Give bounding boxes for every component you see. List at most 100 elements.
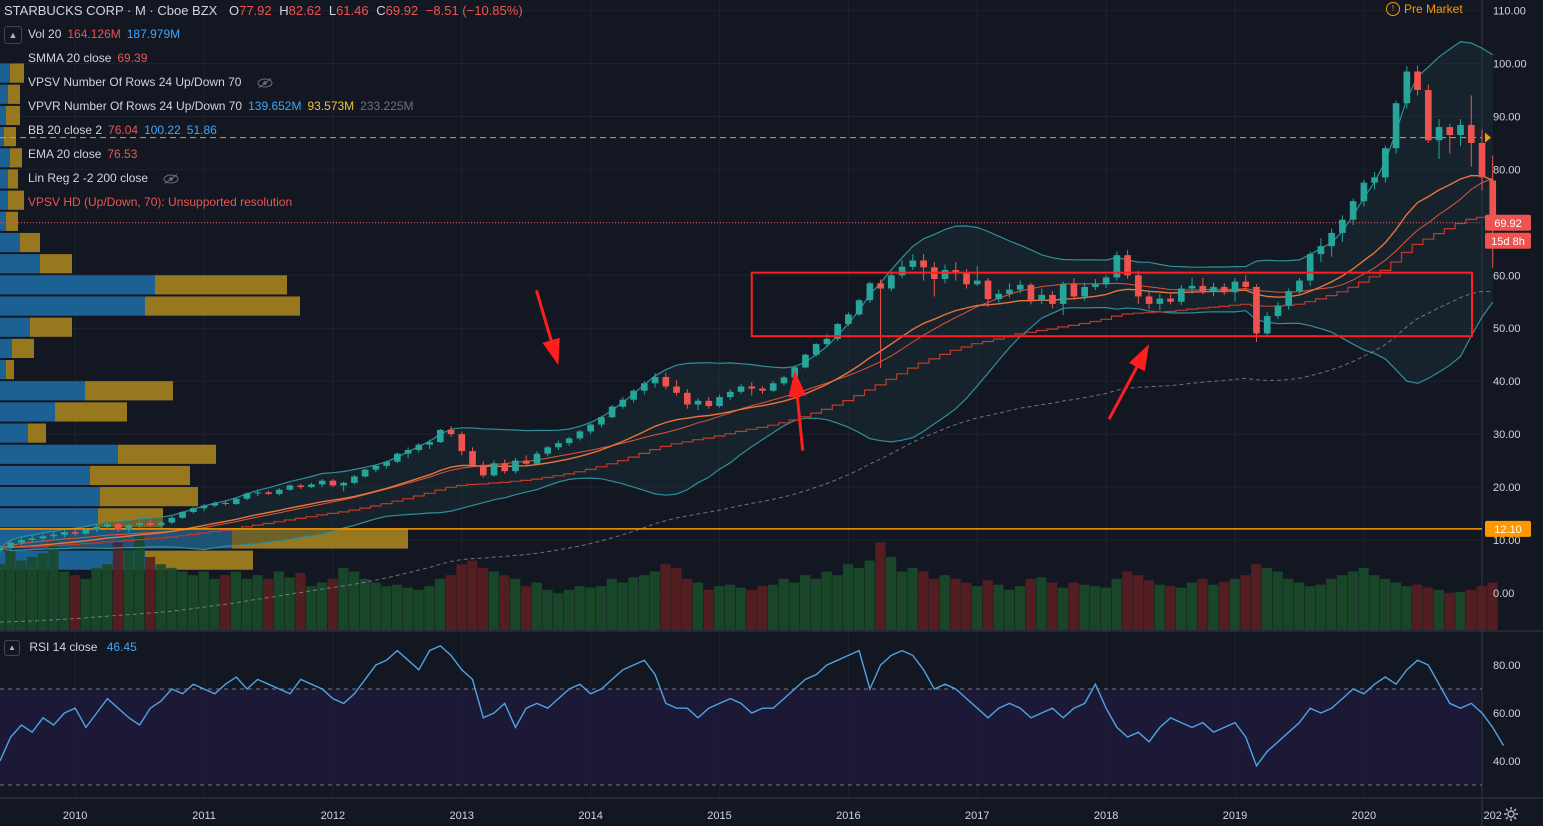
volume-bar [638,575,650,630]
volume-profile-down [90,465,190,486]
candle-body [479,464,487,476]
candle-body [104,524,111,527]
symbol-title[interactable]: STARBUCKS CORP · M · Cboe BZX [4,3,218,18]
candle-body [855,300,863,315]
volume-bar [1047,582,1058,630]
candle-body [157,522,165,526]
legend-ema[interactable]: EMA 20 close 76.53 [28,147,138,161]
candle-body [211,502,219,506]
volume-bar [1143,580,1154,630]
legend-bb[interactable]: BB 20 close 2 76.04 100.22 51.86 [28,123,217,137]
volume-bar [252,575,263,630]
legend-vol[interactable]: Vol 20 164.126M 187.979M [28,27,181,41]
candle-body [1371,177,1378,183]
eye-hidden-icon[interactable] [163,173,179,184]
time-tick-label: 2020 [1352,810,1376,822]
candle-body [920,260,927,268]
volume-profile-down [100,487,198,507]
volume-profile-down [55,402,127,422]
volume-bar [284,577,295,630]
premarket-label: Pre Market [1404,2,1463,16]
volume-bar [885,556,897,630]
volume-bar [359,578,370,630]
volume-bar [413,589,424,630]
volume-bar [1014,586,1026,630]
price-tick-label: 20.00 [1493,482,1521,494]
volume-bar [1068,582,1079,630]
rsi-tick-label: 80.00 [1493,660,1521,672]
candle-body [608,406,616,418]
candle-body [39,536,47,539]
candle-body [318,480,326,485]
candle-body [802,354,809,368]
candle-body [587,424,594,432]
volume-bar [123,549,134,630]
volume-bar [1433,589,1444,630]
rsi-tick-label: 40.00 [1493,756,1521,768]
volume-bar [1369,575,1380,630]
bb-lower [0,301,1494,552]
candle-body [1145,296,1153,304]
axes: 110.00100.0090.0080.0070.0060.0050.0040.… [63,6,1531,822]
bollinger-bands [0,40,1494,552]
price-tick-label: 90.00 [1493,111,1521,123]
countdown-tag-bg [1485,232,1531,249]
volume-bar [896,571,907,630]
candle-body [179,511,186,518]
candle-body [232,498,240,504]
time-tick-label: 2016 [836,810,860,822]
volume-profile-down [40,254,72,274]
volume-bar [316,582,328,630]
volume-bar [993,584,1004,630]
legend-vpsv-hd[interactable]: VPSV HD (Up/Down, 70): Unsupported resol… [28,195,293,209]
gear-icon[interactable] [1503,806,1519,822]
candle-body [963,272,970,285]
chevron-up-icon[interactable]: ▲ [4,26,22,44]
clock-icon: ! [1386,2,1400,16]
candle-body [1177,288,1185,302]
volume-bar [1186,582,1197,630]
volume-profile-down [30,317,72,337]
volume-profile-up [0,63,10,83]
legend-linreg[interactable]: Lin Reg 2 -2 200 close [28,166,179,190]
candle-body [662,376,670,387]
volume-bar [1401,586,1412,630]
candle-body [565,438,573,444]
legend-vpvr[interactable]: VPVR Number Of Rows 24 Up/Down 70 139.652… [28,99,414,113]
volume-profile-up [0,402,55,422]
candle-body [909,260,917,267]
ohlc-close: C69.92 [376,3,419,18]
legend-vpsv[interactable]: VPSV Number Of Rows 24 Up/Down 70 [28,70,273,94]
candle-body [1263,316,1271,334]
candle-body [1328,232,1335,247]
candle-body [1070,284,1078,297]
premarket-badge[interactable]: ! Pre Market [1386,2,1463,16]
time-tick-label: 2019 [1223,810,1247,822]
last-price-tag-bg [1485,214,1531,231]
volume-profile-up [0,487,100,507]
eye-hidden-icon[interactable] [257,77,273,88]
volume-profile-up [0,381,85,401]
candle-body [383,461,390,466]
volume-bar [338,567,349,630]
volume-profile-up [0,317,30,337]
ohlc-change: −8.51 (−10.85%) [425,3,523,18]
candle-body [1457,124,1464,135]
legend-smma[interactable]: SMMA 20 close 69.39 [28,51,148,65]
volume-bars [0,535,1498,630]
candle-body [1403,71,1411,104]
volume-profile-down [8,169,18,189]
candle-body [415,444,423,450]
volume-bar [5,549,16,630]
volume-bar [48,542,59,630]
volume-bar [198,571,209,630]
rsi-legend[interactable]: ▲ RSI 14 close 46.45 [4,637,137,657]
candle-body [189,508,197,512]
moving-averages [0,137,1499,623]
volume-profile-down [28,423,46,443]
volume-bar [767,584,779,630]
volume-bar [381,586,392,630]
chevron-up-icon[interactable]: ▲ [4,639,20,656]
candle-body [1317,246,1325,255]
